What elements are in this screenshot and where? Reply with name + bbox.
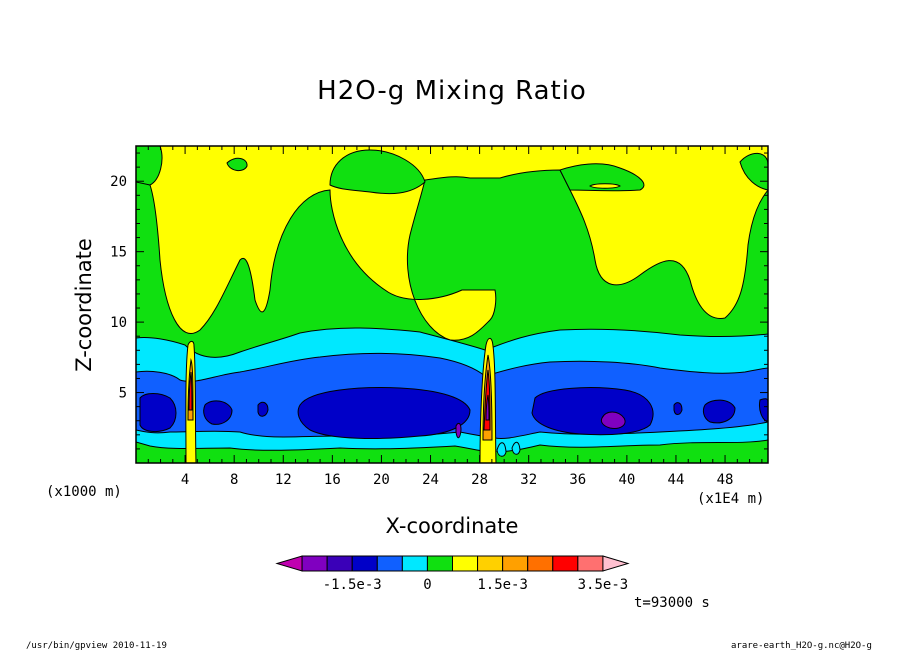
colorbar-segment: [477, 555, 504, 572]
colorbar-segment: [602, 555, 630, 572]
colorbar: -1.5e-3 0 1.5e-3 3.5e-3: [275, 555, 630, 593]
x-tick-label: 8: [230, 472, 238, 488]
colorbar-segment: [527, 555, 554, 572]
contour-fill-cyan: [496, 442, 507, 457]
x-tick-label: 44: [668, 472, 685, 488]
contour-fill-navy: [297, 387, 471, 439]
x-tick-label: 36: [569, 472, 586, 488]
x-tick-label: 12: [275, 472, 292, 488]
contour-fill-cyan: [511, 441, 521, 455]
colorbar-segment: [326, 555, 353, 572]
contour-patch-green: [226, 157, 248, 171]
colorbar-segment: [376, 555, 403, 572]
x-axis-unit-left: (x1000 m): [46, 484, 122, 500]
footer-file-name: arare-earth_H2O-g.nc@H2O-g: [731, 641, 872, 651]
contour-fill-green-bottom: [136, 452, 768, 463]
colorbar-segment: [426, 555, 453, 572]
colorbar-segment: [502, 555, 529, 572]
y-tick-label: 15: [110, 245, 127, 261]
contour-fill-navy: [203, 400, 233, 425]
colorbar-tick-label: 0: [423, 577, 431, 593]
contour-patch-green: [559, 163, 645, 192]
contour-plot: [136, 146, 768, 463]
colorbar-segment: [552, 555, 579, 572]
x-axis-label: X-coordinate: [385, 514, 519, 538]
colorbar-segment: [301, 555, 328, 572]
y-tick-label: 5: [119, 386, 127, 402]
contour-patch-yellow: [589, 183, 621, 189]
contour-fill-navy: [702, 399, 736, 424]
colorbar-segment: [452, 555, 479, 572]
x-axis-unit-right: (x1E4 m): [697, 491, 765, 507]
colorbar-segment: [401, 555, 428, 572]
contour-fill-navy: [257, 401, 269, 417]
x-tick-label: 4: [181, 472, 189, 488]
colorbar-tick-label: 3.5e-3: [578, 577, 629, 593]
x-tick-label: 48: [717, 472, 734, 488]
contour-fill-navy: [673, 402, 683, 415]
footer-program-date: /usr/bin/gpview 2010-11-19: [26, 641, 167, 651]
x-tick-label: 40: [618, 472, 635, 488]
colorbar-segment: [351, 555, 378, 572]
contour-patch-green: [329, 149, 426, 195]
colorbar-tick-label: -1.5e-3: [323, 577, 382, 593]
x-tick-label: 32: [520, 472, 537, 488]
updraft-plume-left: [185, 340, 197, 463]
colorbar-segment: [577, 555, 604, 572]
contour-fill-yellow-top: [136, 146, 768, 341]
y-tick-label: 10: [110, 315, 127, 331]
colorbar-tick-label: 1.5e-3: [477, 577, 528, 593]
contour-fill-navy: [759, 398, 768, 423]
y-axis-label: Z-coordinate: [72, 238, 96, 372]
contour-fill-navy: [139, 393, 177, 433]
colorbar-segment: [275, 555, 303, 572]
x-tick-label: 24: [422, 472, 439, 488]
plot-frame: [135, 145, 769, 464]
contour-fill-purple: [600, 411, 626, 429]
chart-title: H2O-g Mixing Ratio: [317, 76, 587, 106]
contour-fill-navy: [531, 387, 654, 436]
y-tick-label: 20: [110, 174, 127, 190]
x-tick-label: 28: [471, 472, 488, 488]
x-tick-label: 20: [373, 472, 390, 488]
updraft-plume-right: [479, 337, 497, 463]
time-label: t=93000 s: [634, 595, 710, 611]
contour-fill-purple: [455, 422, 462, 439]
x-tick-label: 16: [324, 472, 341, 488]
